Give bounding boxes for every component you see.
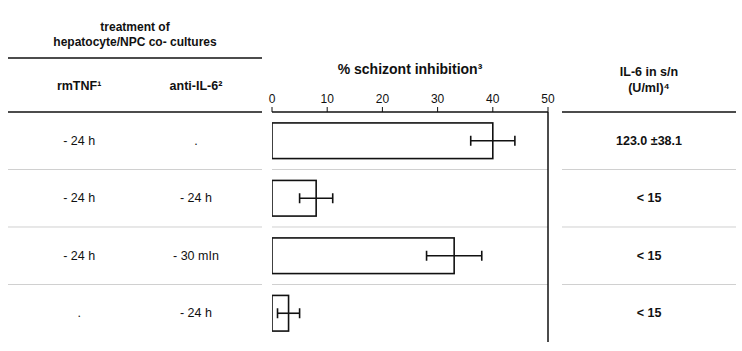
row-label: - 24 h [63, 191, 95, 205]
row-separator [8, 169, 262, 170]
error-cap [277, 308, 279, 318]
chart-title: % schizont inhibition³ [338, 61, 483, 77]
bar [272, 123, 493, 159]
tick-mark [272, 107, 273, 112]
header-rule [562, 111, 736, 113]
tick-mark [327, 107, 328, 112]
error-bar [278, 308, 300, 318]
row-label: - 30 mIn [173, 249, 219, 263]
il6-value: < 15 [637, 249, 662, 263]
error-cap [470, 136, 472, 146]
tick-mark [437, 107, 438, 112]
row-separator [8, 284, 262, 285]
text-line: treatment of [100, 20, 170, 34]
row-label: . [194, 134, 197, 148]
treatment-table: treatment ofhepatocyte/NPC co- cultures r… [8, 20, 262, 320]
error-bar [300, 193, 333, 203]
error-cap [426, 251, 428, 261]
row-separator [272, 227, 548, 228]
row-separator [562, 227, 736, 228]
axis-line [272, 111, 548, 113]
tick-label: 50 [541, 92, 555, 106]
row-label: . [77, 306, 80, 320]
row-label: - 24 h [180, 306, 212, 320]
tick-label: 10 [321, 92, 335, 106]
bar [272, 238, 454, 274]
error-line [300, 197, 333, 199]
tick-mark [492, 107, 493, 112]
text-line: (U/ml)⁴ [628, 81, 670, 95]
value-table-title: IL-6 in s/n (U/ml)⁴ [620, 65, 678, 95]
bars [272, 123, 515, 331]
column-header: rmTNF¹ [57, 79, 101, 93]
row-separator [562, 169, 736, 170]
header-rule [8, 111, 262, 113]
row-separator [8, 227, 262, 228]
error-cap [481, 251, 483, 261]
column-header: anti-IL-6² [170, 79, 223, 93]
row-label: - 24 h [63, 249, 95, 263]
row-label: - 24 h [63, 134, 95, 148]
text-line: IL-6 in s/n [620, 65, 678, 79]
row-separator [272, 169, 548, 170]
il6-value: < 15 [637, 306, 662, 320]
chart-container: % schizont inhibition³ 0 10 20 30 40 50 treatme… [0, 0, 742, 351]
error-cap [514, 136, 516, 146]
error-line [278, 312, 300, 314]
x-axis: 0 10 20 30 40 50 [269, 92, 555, 342]
error-line [471, 140, 515, 142]
tick-label: 30 [431, 92, 445, 106]
il6-table: IL-6 in s/n (U/ml)⁴ 123.0 ±38.1 < 15 < 15 < 1… [562, 65, 736, 320]
error-cap [299, 193, 301, 203]
tick-label: 40 [486, 92, 500, 106]
text-line: hepatocyte/NPC co- cultures [53, 35, 217, 49]
error-bar [471, 136, 515, 146]
row-separators [8, 170, 736, 285]
row-separator [562, 284, 736, 285]
row-label: - 24 h [180, 191, 212, 205]
error-line [427, 255, 482, 257]
il6-value: < 15 [637, 191, 662, 205]
chart-svg: % schizont inhibition³ 0 10 20 30 40 50 treatme… [0, 0, 742, 351]
error-cap [332, 193, 334, 203]
il6-value: 123.0 ±38.1 [616, 134, 682, 148]
plot-frame-right [547, 112, 549, 342]
tick-label: 20 [376, 92, 390, 106]
tick-mark [382, 107, 383, 112]
header-rule [8, 57, 262, 58]
tick-label: 0 [269, 92, 276, 106]
table-title: treatment ofhepatocyte/NPC co- cultures [53, 20, 217, 49]
error-bar [427, 251, 482, 261]
tick-mark [548, 107, 549, 112]
error-cap [299, 308, 301, 318]
row-separator [272, 284, 548, 285]
